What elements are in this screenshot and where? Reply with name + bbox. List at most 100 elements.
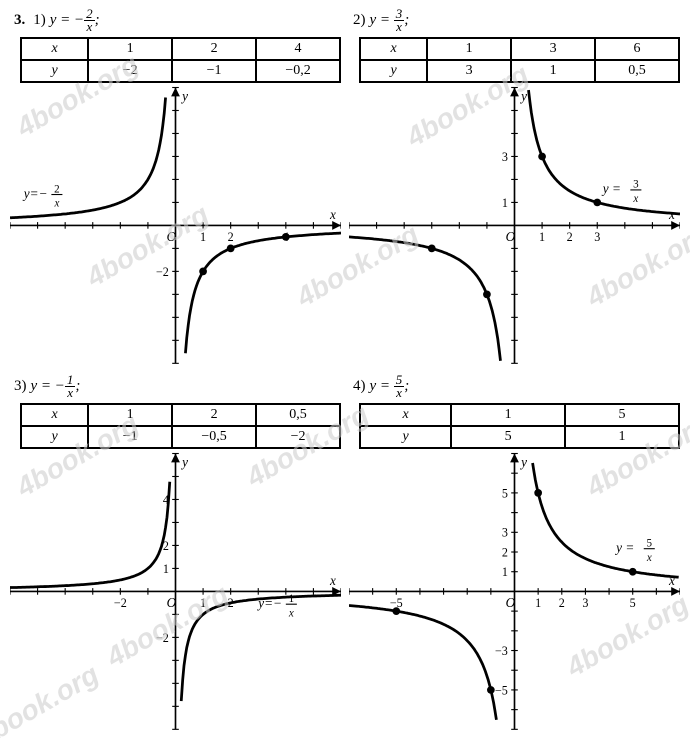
exercise-grid: 3. 1) y = −2x; x124 y−2−1−0,2 124−2Oxyy=…	[0, 0, 690, 733]
equation-label: 4) y = 5x;	[353, 374, 680, 399]
svg-text:−3: −3	[495, 644, 508, 658]
svg-text:y: y	[180, 89, 188, 104]
cell: 5	[565, 404, 679, 426]
svg-text:3: 3	[582, 596, 588, 610]
problem-1: 3. 1) y = −2x; x124 y−2−1−0,2 124−2Oxyy=…	[10, 8, 341, 366]
equation-text: y = 5x;	[370, 374, 410, 399]
svg-text:y=−: y=−	[256, 595, 282, 610]
header-x: x	[360, 38, 427, 60]
svg-text:1: 1	[539, 230, 545, 244]
cell: −2	[88, 60, 172, 82]
table-row: y310,5	[360, 60, 679, 82]
svg-text:5: 5	[647, 537, 653, 549]
svg-text:1: 1	[200, 596, 206, 610]
cell: 1	[427, 38, 511, 60]
svg-text:x: x	[632, 193, 638, 205]
svg-text:2: 2	[559, 596, 565, 610]
svg-text:2: 2	[502, 545, 508, 559]
cell: 3	[427, 60, 511, 82]
cell: 0,5	[595, 60, 679, 82]
table-row: x136	[360, 38, 679, 60]
table-row: y−1−0,5−2	[21, 426, 340, 448]
svg-text:y: y	[519, 89, 527, 104]
svg-text:1: 1	[289, 593, 295, 605]
equation-label: 2) y = 3x;	[353, 8, 680, 33]
table-row: y51	[360, 426, 679, 448]
subproblem-number: 2)	[353, 12, 366, 29]
svg-text:5: 5	[502, 486, 508, 500]
cell: 2	[172, 38, 256, 60]
equation-text: y = 3x;	[370, 8, 410, 33]
cell: 0,5	[256, 404, 340, 426]
svg-text:1: 1	[502, 565, 508, 579]
cell: −0,5	[172, 426, 256, 448]
svg-text:y=−: y=−	[22, 186, 48, 201]
svg-text:2: 2	[567, 230, 573, 244]
svg-text:O: O	[167, 595, 177, 610]
svg-text:y =: y =	[614, 540, 634, 555]
svg-text:O: O	[506, 229, 516, 244]
problem-4: 4) y = 5x; x15 y51 −51235−5−31235Oxyy = …	[349, 374, 680, 732]
svg-text:3: 3	[502, 526, 508, 540]
cell: 1	[565, 426, 679, 448]
svg-text:x: x	[329, 573, 336, 588]
svg-text:3: 3	[633, 179, 639, 191]
svg-text:−2: −2	[156, 265, 169, 279]
svg-text:y: y	[519, 455, 527, 470]
graph: −212−2124Oxyy=−1x	[10, 451, 341, 732]
cell: −0,2	[256, 60, 340, 82]
graph: 124−2Oxyy=−2x	[10, 85, 341, 366]
svg-text:3: 3	[594, 230, 600, 244]
header-y: y	[21, 60, 88, 82]
cell: 2	[172, 404, 256, 426]
equation-label: 3) y = −1x;	[14, 374, 341, 399]
svg-text:−2: −2	[156, 631, 169, 645]
problem-3: 3) y = −1x; x120,5 y−1−0,5−2 −212−2124Ox…	[10, 374, 341, 732]
table-row: x124	[21, 38, 340, 60]
header-y: y	[21, 426, 88, 448]
cell: 3	[511, 38, 595, 60]
cell: 1	[88, 404, 172, 426]
cell: −1	[88, 426, 172, 448]
equation-text: y = −2x;	[50, 8, 100, 33]
subproblem-number: 1)	[33, 12, 46, 29]
svg-text:O: O	[506, 595, 516, 610]
svg-text:2: 2	[228, 230, 234, 244]
cell: 1	[451, 404, 565, 426]
equation-label: 3. 1) y = −2x;	[14, 8, 341, 33]
value-table: x15 y51	[359, 403, 680, 449]
cell: 1	[511, 60, 595, 82]
cell: −2	[256, 426, 340, 448]
svg-text:−2: −2	[114, 596, 127, 610]
header-x: x	[21, 404, 88, 426]
problem-2: 2) y = 3x; x136 y310,5 12313Oxyy = 3x	[349, 8, 680, 366]
cell: 1	[88, 38, 172, 60]
svg-text:1: 1	[163, 562, 169, 576]
svg-text:3: 3	[502, 150, 508, 164]
svg-text:2: 2	[54, 183, 60, 195]
cell: 6	[595, 38, 679, 60]
cell: 5	[451, 426, 565, 448]
graph: −51235−5−31235Oxyy = 5x	[349, 451, 680, 732]
header-y: y	[360, 426, 451, 448]
svg-text:−5: −5	[495, 683, 508, 697]
svg-text:x: x	[329, 207, 336, 222]
value-table: x124 y−2−1−0,2	[20, 37, 341, 83]
svg-text:1: 1	[535, 596, 541, 610]
value-table: x136 y310,5	[359, 37, 680, 83]
cell: 4	[256, 38, 340, 60]
table-row: y−2−1−0,2	[21, 60, 340, 82]
svg-text:x: x	[646, 552, 652, 564]
subproblem-number: 4)	[353, 378, 366, 395]
equation-text: y = −1x;	[31, 374, 81, 399]
table-row: x15	[360, 404, 679, 426]
header-x: x	[360, 404, 451, 426]
svg-text:y: y	[180, 455, 188, 470]
cell: −1	[172, 60, 256, 82]
svg-text:x: x	[53, 198, 59, 210]
subproblem-number: 3)	[14, 378, 27, 395]
exercise-number: 3.	[14, 12, 25, 29]
svg-text:5: 5	[630, 596, 636, 610]
graph: 12313Oxyy = 3x	[349, 85, 680, 366]
svg-text:x: x	[288, 607, 294, 619]
